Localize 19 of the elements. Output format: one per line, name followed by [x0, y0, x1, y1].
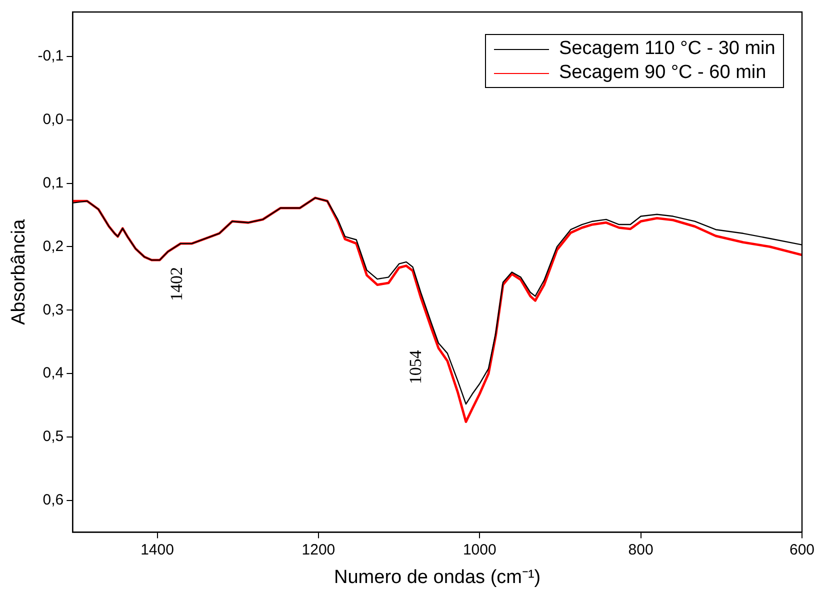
x-tick-label: 600 — [789, 541, 815, 558]
x-tick-label: 1000 — [462, 541, 496, 558]
x-axis-title: Numero de ondas (cm⁻¹) — [334, 566, 541, 588]
annotation: 1054 — [406, 350, 425, 384]
x-tick-label: 800 — [628, 541, 654, 558]
y-tick-label: 0,0 — [42, 110, 64, 128]
y-tick-label: 0,3 — [42, 301, 64, 318]
x-tick-label: 1400 — [140, 541, 174, 558]
x-tick-label: 1200 — [302, 541, 336, 558]
y-tick-label: 0,5 — [42, 428, 64, 446]
legend-label: Secagem 90 °C - 60 min — [559, 61, 766, 85]
y-tick-label: 0,6 — [42, 492, 64, 509]
y-tick-label: 0,1 — [42, 174, 64, 192]
annotation: 1402 — [167, 267, 186, 302]
legend-label: Secagem 110 °C - 30 min — [559, 37, 776, 61]
y-tick-label: 0,4 — [42, 364, 64, 382]
y-tick-label: -0,1 — [38, 48, 64, 65]
y-axis-title: Absorbância — [8, 218, 30, 325]
y-tick-label: 0,2 — [42, 238, 64, 255]
